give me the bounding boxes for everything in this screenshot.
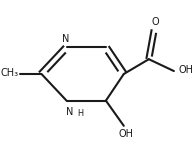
Text: H: H [77,109,83,118]
Text: N: N [62,34,69,44]
Text: N: N [66,107,73,117]
Text: OH: OH [118,129,133,139]
Text: OH: OH [178,65,193,75]
Text: O: O [151,17,159,27]
Text: CH₃: CH₃ [1,68,19,78]
